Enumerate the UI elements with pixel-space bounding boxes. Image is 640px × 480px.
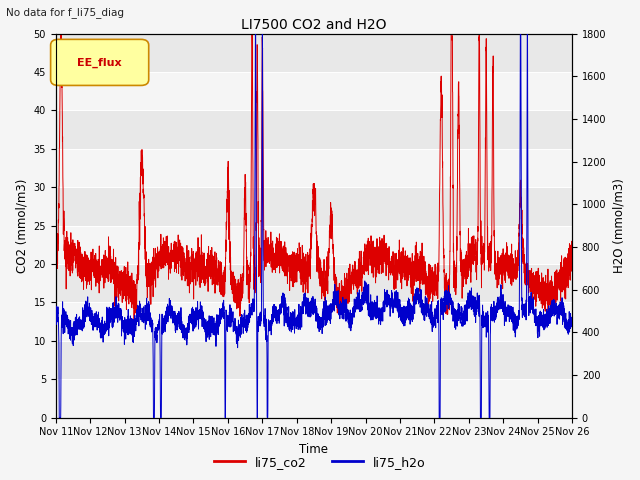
Legend: li75_co2, li75_h2o: li75_co2, li75_h2o: [209, 451, 431, 474]
Y-axis label: CO2 (mmol/m3): CO2 (mmol/m3): [15, 179, 28, 273]
Bar: [56, 302, 572, 341]
Bar: [56, 226, 572, 264]
Bar: [56, 72, 572, 110]
FancyBboxPatch shape: [51, 39, 148, 85]
Bar: [56, 379, 572, 418]
X-axis label: Time: Time: [300, 443, 328, 456]
Text: EE_flux: EE_flux: [77, 57, 122, 68]
Text: No data for f_li75_diag: No data for f_li75_diag: [6, 7, 124, 18]
Title: LI7500 CO2 and H2O: LI7500 CO2 and H2O: [241, 18, 387, 33]
Bar: [56, 149, 572, 187]
Y-axis label: H2O (mmol/m3): H2O (mmol/m3): [612, 178, 625, 273]
